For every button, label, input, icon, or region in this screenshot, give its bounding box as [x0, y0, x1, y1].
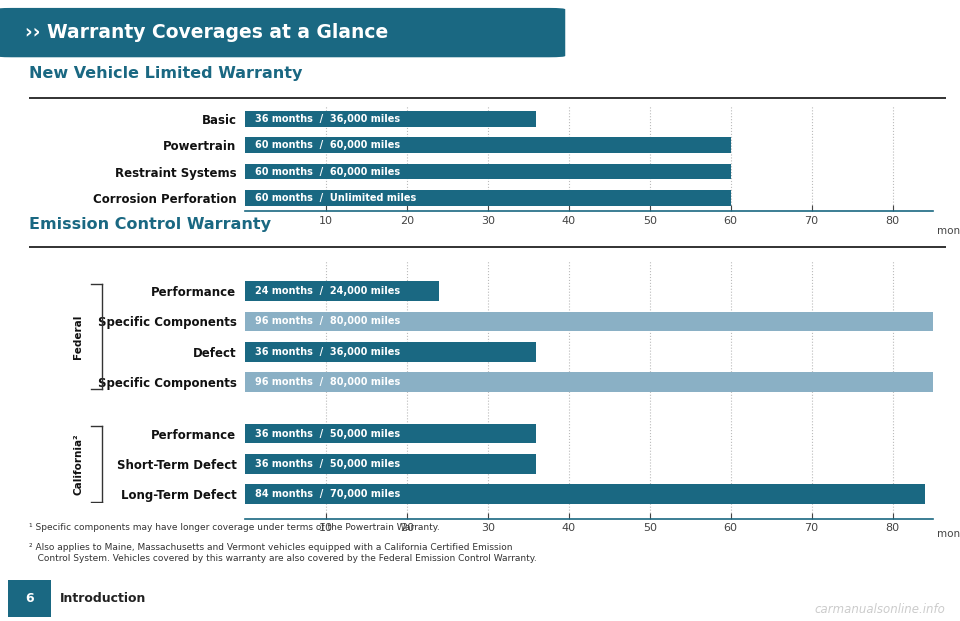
Text: carmanualsonline.info: carmanualsonline.info — [815, 604, 946, 616]
Text: 60 months  /  60,000 miles: 60 months / 60,000 miles — [254, 166, 399, 176]
Text: Introduction: Introduction — [60, 592, 146, 605]
Text: California²: California² — [73, 433, 84, 495]
Bar — [245, 454, 537, 474]
Text: 60 months  /  Unlimited miles: 60 months / Unlimited miles — [254, 193, 416, 203]
Bar — [245, 342, 537, 361]
FancyBboxPatch shape — [0, 8, 565, 57]
Text: Emission Control Warranty: Emission Control Warranty — [29, 217, 271, 232]
Text: 36 months  /  50,000 miles: 36 months / 50,000 miles — [254, 459, 399, 469]
Text: 60 months  /  60,000 miles: 60 months / 60,000 miles — [254, 140, 399, 150]
Bar — [245, 111, 537, 127]
Text: 24 months  /  24,000 miles: 24 months / 24,000 miles — [254, 286, 399, 296]
Bar — [245, 163, 731, 179]
Bar — [8, 580, 51, 617]
Text: 1: 1 — [542, 338, 547, 347]
Text: 96 months  /  80,000 miles: 96 months / 80,000 miles — [254, 377, 399, 387]
Bar — [245, 484, 925, 504]
Text: 36 months  /  36,000 miles: 36 months / 36,000 miles — [254, 347, 399, 357]
Bar — [245, 312, 960, 332]
Text: New Vehicle Limited Warranty: New Vehicle Limited Warranty — [29, 66, 302, 81]
Bar — [245, 137, 731, 153]
Bar — [245, 281, 439, 301]
Text: 36 months  /  50,000 miles: 36 months / 50,000 miles — [254, 428, 399, 438]
Bar — [245, 424, 537, 443]
Text: ² Also applies to Maine, Massachusetts and Vermont vehicles equipped with a Cali: ² Also applies to Maine, Massachusetts a… — [29, 543, 537, 563]
Text: 36 months  /  36,000 miles: 36 months / 36,000 miles — [254, 114, 399, 124]
Text: 96 months  /  80,000 miles: 96 months / 80,000 miles — [254, 317, 399, 327]
Bar — [245, 372, 960, 392]
Text: 1: 1 — [542, 450, 547, 459]
Text: Federal: Federal — [73, 314, 84, 359]
Text: 6: 6 — [25, 592, 34, 605]
Text: 84 months  /  70,000 miles: 84 months / 70,000 miles — [254, 489, 399, 499]
Text: months: months — [937, 529, 960, 539]
Text: ¹ Specific components may have longer coverage under terms of the Powertrain War: ¹ Specific components may have longer co… — [29, 523, 440, 532]
Text: ›› Warranty Coverages at a Glance: ›› Warranty Coverages at a Glance — [25, 23, 388, 42]
Text: months: months — [937, 225, 960, 235]
Bar — [245, 190, 731, 206]
